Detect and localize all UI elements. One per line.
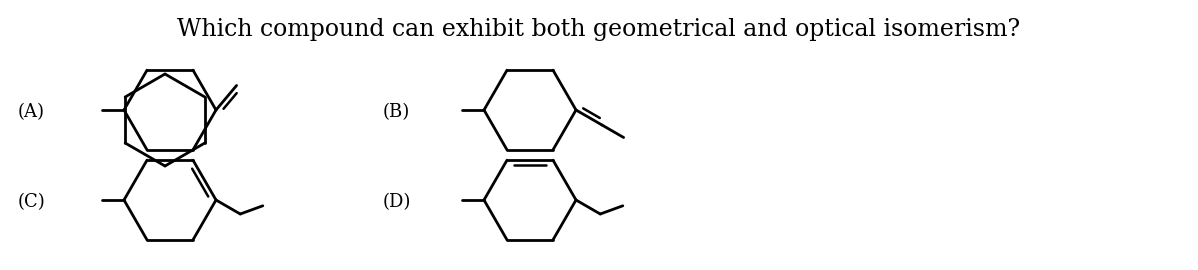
Text: Which compound can exhibit both geometrical and optical isomerism?: Which compound can exhibit both geometri… xyxy=(177,18,1021,41)
Text: (B): (B) xyxy=(383,103,410,121)
Text: (D): (D) xyxy=(383,193,411,211)
Text: (A): (A) xyxy=(18,103,46,121)
Text: (C): (C) xyxy=(18,193,46,211)
